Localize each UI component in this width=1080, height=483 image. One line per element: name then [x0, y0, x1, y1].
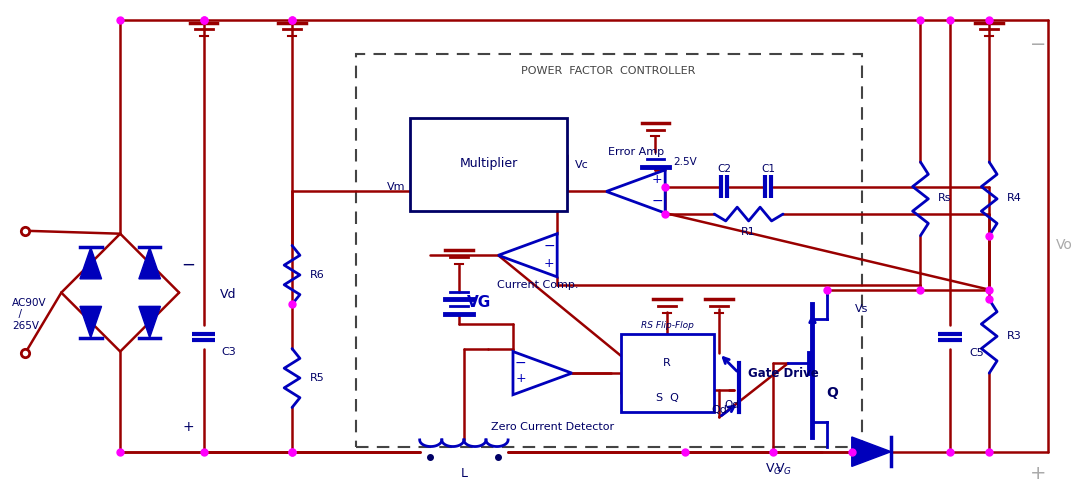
Text: R6: R6 [310, 270, 324, 280]
Text: RS Flip-Flop: RS Flip-Flop [640, 322, 693, 330]
Text: Current Comp.: Current Comp. [497, 280, 578, 290]
Text: +: + [183, 420, 193, 434]
Text: −: − [181, 256, 194, 274]
Text: Vs: Vs [855, 304, 868, 314]
Text: L: L [460, 467, 468, 480]
Text: R1: R1 [741, 227, 756, 237]
Text: Multiplier: Multiplier [459, 157, 517, 170]
Text: VG: VG [467, 295, 490, 310]
Text: Q: Q [826, 386, 838, 400]
Text: Vm: Vm [387, 182, 405, 192]
Text: Vd: Vd [220, 288, 237, 301]
Text: R: R [663, 358, 671, 369]
Text: R4: R4 [1007, 193, 1022, 203]
Text: C3: C3 [221, 346, 237, 356]
Text: C2: C2 [717, 164, 731, 174]
Text: Qd: Qd [725, 400, 740, 410]
Polygon shape [139, 306, 161, 338]
Text: C5: C5 [970, 349, 984, 358]
Text: +: + [544, 256, 555, 270]
Text: Error Amp: Error Amp [608, 147, 664, 157]
Text: 2.5V: 2.5V [673, 157, 697, 167]
Text: AC90V
  /
265V: AC90V / 265V [12, 298, 46, 331]
Polygon shape [852, 437, 891, 467]
Text: R3: R3 [1007, 331, 1022, 341]
Bar [410, 118, 567, 211]
Text: V$_G$: V$_G$ [774, 462, 792, 477]
Polygon shape [80, 247, 102, 279]
Text: Qd: Qd [712, 405, 727, 415]
Polygon shape [139, 247, 161, 279]
Text: Gate Drive: Gate Drive [747, 367, 819, 380]
Text: Vo: Vo [1056, 239, 1072, 253]
Text: POWER  FACTOR  CONTROLLER: POWER FACTOR CONTROLLER [521, 66, 696, 76]
Text: S  Q: S Q [656, 393, 678, 403]
Polygon shape [80, 306, 102, 338]
Text: +: + [1030, 464, 1047, 483]
Bar [356, 54, 862, 447]
Text: +: + [652, 173, 663, 186]
Text: R5: R5 [310, 373, 324, 383]
Text: −: − [515, 356, 527, 370]
Text: C1: C1 [761, 164, 775, 174]
Polygon shape [606, 170, 665, 213]
Text: Vc: Vc [575, 160, 589, 170]
Bar [621, 334, 714, 412]
Text: −: − [651, 194, 663, 208]
Text: −: − [543, 239, 555, 253]
Text: −: − [1030, 35, 1047, 54]
Polygon shape [513, 352, 572, 395]
Text: Rs: Rs [939, 193, 951, 203]
Text: +: + [515, 371, 526, 384]
Text: Zero Current Detector: Zero Current Detector [490, 422, 613, 432]
Polygon shape [498, 234, 557, 277]
Text: V$_G$: V$_G$ [765, 462, 782, 477]
